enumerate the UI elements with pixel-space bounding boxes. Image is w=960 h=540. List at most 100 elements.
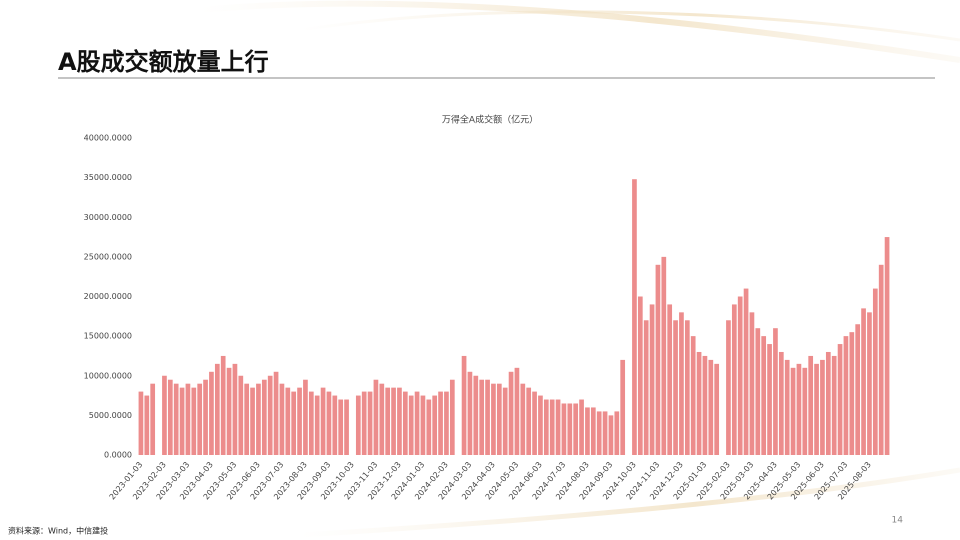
bar xyxy=(632,179,637,455)
bar xyxy=(538,395,543,455)
decor-swoosh xyxy=(299,10,960,42)
bar xyxy=(872,288,878,455)
y-tick-label: 5000.0000 xyxy=(89,411,132,420)
bar xyxy=(367,391,373,455)
bar xyxy=(825,351,831,455)
bar xyxy=(696,351,702,455)
bar xyxy=(256,383,261,455)
bar xyxy=(285,387,291,455)
bar xyxy=(414,391,420,455)
bar xyxy=(767,344,772,455)
bar xyxy=(590,407,596,455)
bar xyxy=(267,375,273,455)
bar xyxy=(502,387,508,455)
bar xyxy=(320,387,326,455)
bar xyxy=(191,387,197,455)
bar xyxy=(673,320,678,455)
bar xyxy=(790,367,796,455)
y-tick-label: 15000.0000 xyxy=(84,332,132,341)
bar xyxy=(385,387,391,455)
bar xyxy=(708,359,714,455)
bar xyxy=(814,363,819,455)
y-tick-label: 40000.0000 xyxy=(84,134,132,143)
bar xyxy=(209,371,214,455)
bar xyxy=(461,355,467,455)
bar xyxy=(655,264,661,455)
bar xyxy=(361,391,367,455)
slide-title: A股成交额放量上行 xyxy=(58,48,269,76)
bar xyxy=(138,391,144,455)
bar xyxy=(291,391,297,455)
bar xyxy=(796,363,802,455)
bar xyxy=(579,399,584,455)
bar xyxy=(743,288,749,455)
source-note: 资料来源：Wind，中信建投 xyxy=(8,526,108,536)
bar xyxy=(167,379,173,455)
bar xyxy=(203,379,208,455)
bar xyxy=(314,395,320,455)
bar xyxy=(238,375,244,455)
bar xyxy=(837,344,843,455)
bar xyxy=(608,415,614,455)
bar xyxy=(373,379,379,455)
bar xyxy=(714,363,720,455)
bar xyxy=(573,403,579,455)
bar xyxy=(849,332,855,455)
bar xyxy=(402,391,408,455)
bar xyxy=(473,375,479,455)
y-tick-label: 30000.0000 xyxy=(84,213,132,222)
bar xyxy=(279,383,285,455)
bar xyxy=(179,387,185,455)
bar xyxy=(273,371,279,455)
bar xyxy=(432,395,438,455)
bar xyxy=(491,383,496,455)
bar xyxy=(391,387,396,455)
bar xyxy=(514,367,520,455)
bar xyxy=(649,304,655,455)
bar xyxy=(326,391,332,455)
decor-swoosh xyxy=(299,467,960,538)
bar xyxy=(861,308,866,455)
bar xyxy=(602,411,608,455)
bar xyxy=(737,296,743,455)
y-tick-label: 20000.0000 xyxy=(84,292,132,301)
bar xyxy=(684,320,690,455)
bar xyxy=(303,379,308,455)
bar xyxy=(643,320,649,455)
chart-title: 万得全A成交额（亿元） xyxy=(442,114,538,126)
bar xyxy=(397,387,402,455)
bar xyxy=(532,391,537,455)
bar xyxy=(679,312,684,455)
bar xyxy=(831,355,837,455)
bar xyxy=(820,359,825,455)
bar xyxy=(426,399,432,455)
bar xyxy=(690,336,696,455)
bar xyxy=(755,328,761,455)
bar xyxy=(173,383,179,455)
bar xyxy=(162,375,167,455)
bar xyxy=(867,312,872,455)
bar xyxy=(555,399,561,455)
bar xyxy=(220,355,226,455)
bar xyxy=(773,328,778,455)
bar xyxy=(567,403,573,455)
bar xyxy=(596,411,602,455)
bar xyxy=(485,379,490,455)
bar xyxy=(667,304,673,455)
bar xyxy=(843,336,849,455)
bar xyxy=(778,351,784,455)
bar xyxy=(338,399,344,455)
bar xyxy=(449,379,455,455)
bar xyxy=(214,363,220,455)
bar xyxy=(661,256,667,455)
bar xyxy=(526,387,532,455)
bar xyxy=(855,324,861,455)
bar xyxy=(637,296,643,455)
y-tick-label: 0.0000 xyxy=(104,451,132,460)
y-tick-label: 10000.0000 xyxy=(84,371,132,380)
bar xyxy=(420,395,426,455)
y-tick-label: 25000.0000 xyxy=(84,252,132,261)
y-tick-label: 35000.0000 xyxy=(84,173,132,182)
bar xyxy=(479,379,485,455)
bar xyxy=(808,355,814,455)
